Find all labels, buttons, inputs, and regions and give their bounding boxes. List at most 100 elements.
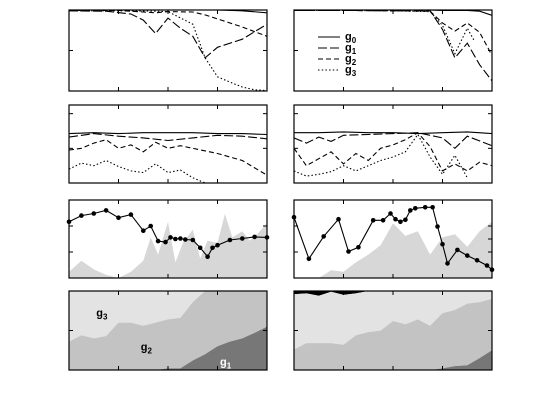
annual-r-point [116, 215, 121, 220]
legend-label-g0-base: g [345, 31, 352, 43]
series-g1-line [294, 9, 492, 82]
annual-r-point [141, 228, 146, 233]
annual-r-point [183, 237, 188, 242]
annual-r-point [252, 234, 257, 240]
annual-r-point [356, 245, 361, 250]
legend-label-g0-sub: 0 [352, 36, 357, 45]
series-g3-line [69, 10, 267, 92]
g2-area-label-sub: 2 [148, 346, 153, 355]
series-g3-line [69, 159, 206, 184]
panel-g [291, 205, 495, 278]
panel-c [66, 208, 270, 278]
annual-r-point [103, 208, 109, 213]
panel-b-border [68, 104, 268, 184]
legend-label-g3-sub: 3 [352, 69, 357, 78]
panel-h [294, 291, 492, 370]
g3-area-label-sub: 3 [103, 312, 108, 321]
legend-label-g2-base: g [345, 53, 352, 65]
panel-d [69, 291, 267, 370]
annual-r-point [465, 253, 470, 258]
panel-c-border [68, 199, 268, 279]
g1-area-label-sub: 1 [227, 361, 232, 370]
g1-area [69, 326, 267, 370]
annual-r-point [346, 249, 351, 254]
annual-r-point [173, 236, 178, 242]
annual-r-point [393, 216, 398, 222]
panel-f-axes [293, 105, 493, 184]
panel-a-axes [68, 9, 268, 92]
legend-label-g2: g2 [345, 53, 357, 67]
annual-r-point [422, 205, 428, 210]
annual-r-point [197, 245, 203, 251]
annual-r-point [215, 242, 220, 248]
annual-r-point [413, 206, 418, 211]
legend-label-g3: g3 [345, 64, 357, 78]
panel-e-border [293, 9, 493, 92]
panel-a [69, 9, 267, 92]
legend-label-g2-sub: 2 [352, 58, 357, 67]
annual-r-point [178, 236, 183, 241]
series-g0-line [69, 132, 267, 136]
legend-label-g0: g0 [345, 31, 357, 45]
g2-area-label-base: g [141, 341, 148, 353]
g1-area-label: g1 [220, 356, 232, 370]
annual-r-point [403, 217, 408, 223]
series-g2-line [294, 132, 492, 172]
annual-r-point [306, 256, 312, 262]
annual-r-point [430, 205, 435, 210]
series-g2-line [294, 9, 492, 56]
annual-r-point [148, 223, 153, 229]
series-g3-line [294, 133, 468, 179]
legend-label-g1: g1 [345, 42, 357, 56]
panel-h-border [293, 290, 493, 371]
annual-r-point [484, 263, 490, 268]
panel-f [294, 131, 492, 179]
annual-r-point [227, 237, 233, 243]
legend-label-g1-sub: 1 [352, 47, 357, 56]
annual-r-point [408, 208, 413, 213]
panel-e [294, 9, 492, 82]
g1-area-label-base: g [220, 356, 227, 368]
g3-area-label-base: g [96, 307, 103, 319]
annual-r-point [474, 258, 480, 263]
annual-r-point [155, 238, 161, 244]
annual-r-point [455, 247, 460, 253]
elevation-area [294, 221, 492, 278]
annual-r-point [163, 239, 168, 245]
g3-area-label: g3 [96, 307, 108, 321]
g2-area-label: g2 [141, 341, 153, 355]
annual-r-point [445, 261, 450, 266]
panel-g-border [293, 199, 493, 279]
series-g3-line [294, 9, 476, 56]
annual-r-point [79, 213, 84, 218]
annual-r-point [440, 241, 445, 247]
series-g2-line [69, 139, 267, 176]
elevation-area [69, 214, 267, 278]
annual-r-point [210, 245, 215, 251]
series-g0-line [294, 131, 492, 135]
panel-b [69, 132, 267, 184]
annual-r-point [321, 234, 327, 239]
annual-r-point [91, 211, 97, 216]
g3-area [69, 291, 267, 342]
annual-r-point [190, 237, 196, 243]
g2-area [294, 298, 492, 370]
annual-r-point [370, 218, 376, 223]
annual-r-point [205, 254, 210, 259]
annual-r-point [380, 218, 386, 223]
panel-e-axes [293, 9, 493, 92]
annual-r-point [398, 219, 403, 225]
series-g1-line [69, 133, 267, 142]
legend-label-g3-base: g [345, 64, 352, 76]
panel-a-border [68, 9, 268, 92]
annual-r-point [128, 212, 134, 217]
panel-d-border [68, 290, 268, 371]
g2-area [69, 291, 267, 370]
g1-area [294, 350, 492, 370]
panel-b-axes [68, 105, 268, 184]
annual-r-point [240, 236, 245, 241]
annual-r-point [336, 216, 341, 222]
annual-r-point [388, 211, 393, 216]
